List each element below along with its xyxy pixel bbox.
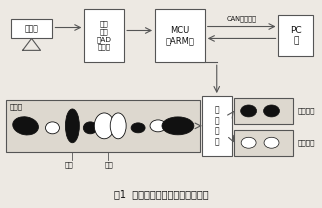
Bar — [202, 96, 232, 156]
Text: 矸石通道: 矸石通道 — [298, 139, 315, 146]
Bar — [11, 19, 52, 38]
Bar — [84, 9, 124, 62]
Text: 煤块通道: 煤块通道 — [298, 108, 315, 114]
Bar — [279, 15, 313, 56]
Ellipse shape — [65, 109, 79, 143]
Text: 传送带: 传送带 — [10, 103, 23, 110]
Text: PC
机: PC 机 — [290, 26, 302, 45]
Text: 煤块: 煤块 — [64, 162, 73, 168]
Ellipse shape — [264, 137, 279, 148]
Ellipse shape — [131, 123, 145, 133]
Text: 数据
采集
（AD
转换）: 数据 采集 （AD 转换） — [97, 21, 112, 50]
Ellipse shape — [162, 117, 194, 135]
Ellipse shape — [83, 122, 97, 134]
Ellipse shape — [13, 117, 38, 135]
Bar — [155, 9, 205, 62]
Ellipse shape — [110, 113, 126, 139]
Text: 分
拣
机
构: 分 拣 机 构 — [214, 106, 219, 146]
Ellipse shape — [45, 122, 60, 134]
Ellipse shape — [241, 137, 256, 148]
Bar — [234, 130, 293, 156]
Ellipse shape — [263, 105, 279, 117]
Text: CAN总线网络: CAN总线网络 — [227, 15, 257, 22]
Ellipse shape — [241, 105, 257, 117]
Text: 摄像机: 摄像机 — [24, 24, 39, 33]
Text: 图1  煤矸石在线自动分选系统框图: 图1 煤矸石在线自动分选系统框图 — [114, 189, 208, 199]
Ellipse shape — [94, 113, 114, 139]
Bar — [6, 100, 200, 152]
Bar — [234, 98, 293, 124]
Text: 矸石: 矸石 — [104, 162, 113, 168]
Text: MCU
（ARM）: MCU （ARM） — [166, 26, 194, 45]
Ellipse shape — [150, 120, 166, 132]
